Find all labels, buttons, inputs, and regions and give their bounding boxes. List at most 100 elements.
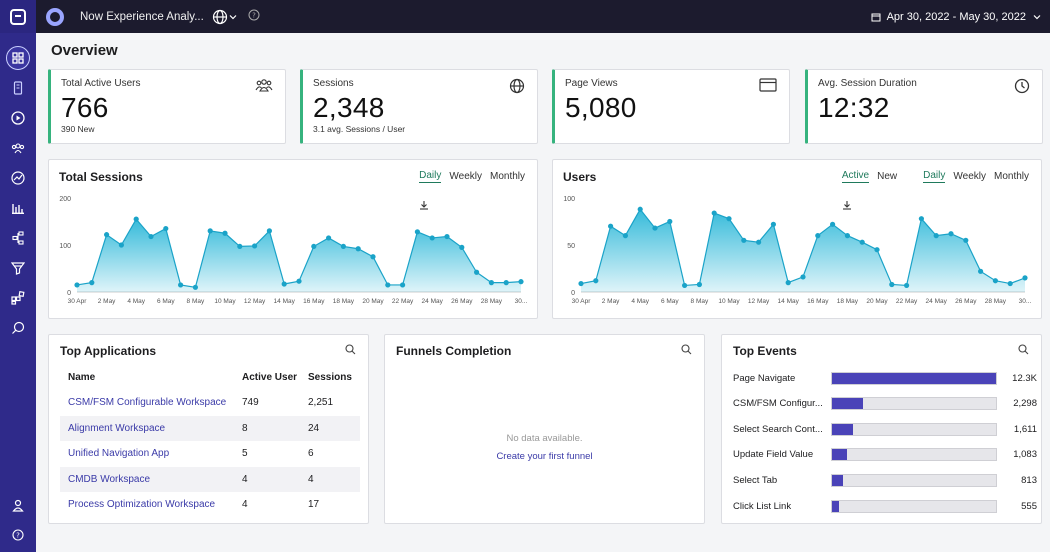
data-point[interactable] (667, 218, 673, 225)
data-point[interactable] (400, 282, 406, 288)
data-point[interactable] (459, 244, 465, 250)
kpi-page-views[interactable]: Page Views 5,080 (552, 69, 790, 144)
nav-profile[interactable] (0, 490, 36, 520)
brand-logo[interactable] (0, 0, 36, 33)
table-row[interactable]: Unified Navigation App 5 6 (60, 441, 360, 467)
column-header[interactable]: Active User (242, 372, 298, 383)
data-point[interactable] (918, 216, 924, 222)
data-point[interactable] (593, 278, 599, 284)
toggle-daily[interactable]: Daily (923, 170, 946, 183)
search-icon[interactable] (681, 344, 692, 355)
data-point[interactable] (148, 233, 154, 240)
app-name-link[interactable]: Alignment Workspace (60, 415, 240, 441)
toggle-new[interactable]: New (877, 171, 898, 182)
data-point[interactable] (652, 225, 658, 231)
data-point[interactable] (696, 281, 702, 288)
data-point[interactable] (874, 247, 880, 253)
data-point[interactable] (296, 278, 302, 284)
create-funnel-link[interactable]: Create your first funnel (496, 451, 593, 462)
data-point[interactable] (118, 242, 124, 248)
date-range-picker[interactable]: Apr 30, 2022 - May 30, 2022 (871, 11, 1042, 23)
data-point[interactable] (518, 279, 524, 285)
nav-users[interactable] (0, 133, 36, 163)
data-point[interactable] (1022, 275, 1028, 281)
nav-reports[interactable] (0, 193, 36, 223)
download-icon[interactable] (419, 200, 429, 210)
toggle-daily[interactable]: Daily (419, 170, 442, 183)
data-point[interactable] (844, 233, 850, 239)
data-point[interactable] (104, 232, 110, 238)
data-point[interactable] (237, 243, 243, 250)
app-title[interactable]: Now Experience Analy... (80, 10, 204, 23)
nav-paths[interactable] (0, 223, 36, 253)
data-point[interactable] (608, 223, 614, 229)
data-point[interactable] (889, 281, 895, 288)
data-point[interactable] (770, 221, 776, 227)
nav-apps[interactable] (0, 283, 36, 313)
kpi-sessions[interactable]: Sessions 2,348 3.1 avg. Sessions / User (300, 69, 538, 144)
data-point[interactable] (948, 231, 954, 237)
data-point[interactable] (503, 280, 509, 286)
app-name-link[interactable]: Unified Navigation App (68, 448, 170, 460)
toggle-weekly[interactable]: Weekly (449, 171, 482, 182)
data-point[interactable] (488, 280, 494, 286)
kpi-total-active-users[interactable]: Total Active Users 766 390 New (48, 69, 286, 144)
data-point[interactable] (785, 280, 791, 286)
table-row[interactable]: CSM/FSM Configurable Workspace 749 2,251 (60, 390, 360, 416)
data-point[interactable] (163, 225, 169, 232)
data-point[interactable] (741, 237, 747, 243)
nav-engagement[interactable] (0, 163, 36, 193)
data-point[interactable] (904, 282, 910, 289)
kpi-avg-session-duration[interactable]: Avg. Session Duration 12:32 (805, 69, 1043, 144)
help-button[interactable]: ? (248, 8, 260, 26)
data-point[interactable] (370, 254, 376, 260)
data-point[interactable] (414, 229, 420, 235)
data-point[interactable] (859, 239, 865, 245)
data-point[interactable] (1007, 280, 1013, 287)
nav-help[interactable]: ? (0, 520, 36, 550)
app-name-link[interactable]: CSM/FSM Configurable Workspace (68, 397, 227, 409)
event-row[interactable]: Update Field Value 1,083 (733, 448, 1043, 462)
data-point[interactable] (178, 282, 184, 288)
data-point[interactable] (192, 284, 198, 290)
toggle-active[interactable]: Active (841, 170, 870, 183)
data-point[interactable] (222, 230, 228, 236)
column-header[interactable]: Sessions (308, 372, 352, 383)
data-point[interactable] (622, 233, 628, 239)
data-point[interactable] (978, 268, 984, 274)
app-name-link[interactable]: CMDB Workspace (60, 466, 240, 492)
nav-search[interactable] (0, 313, 36, 343)
toggle-monthly[interactable]: Monthly (489, 171, 525, 182)
data-point[interactable] (474, 269, 480, 275)
data-point[interactable] (711, 210, 717, 216)
data-point[interactable] (207, 228, 213, 234)
event-row[interactable]: Page Navigate 12.3K (733, 371, 1043, 385)
data-point[interactable] (385, 282, 391, 288)
event-row[interactable]: Select Tab 813 (733, 473, 1043, 487)
data-point[interactable] (444, 233, 450, 240)
search-icon[interactable] (1018, 344, 1029, 355)
nav-sessions[interactable] (0, 103, 36, 133)
toggle-monthly[interactable]: Monthly (993, 171, 1029, 182)
nav-mobile[interactable] (0, 73, 36, 103)
language-selector[interactable] (212, 9, 238, 25)
data-point[interactable] (355, 246, 361, 252)
table-row[interactable]: Alignment Workspace 8 24 (60, 415, 360, 441)
data-point[interactable] (830, 221, 836, 227)
data-point[interactable] (89, 280, 95, 286)
data-point[interactable] (578, 280, 584, 287)
search-icon[interactable] (345, 344, 356, 355)
download-icon[interactable] (842, 200, 852, 210)
data-point[interactable] (326, 235, 332, 241)
data-point[interactable] (266, 228, 272, 234)
app-name-link[interactable]: Process Optimization Workspace (68, 499, 216, 511)
data-point[interactable] (281, 281, 287, 287)
event-row[interactable]: Click List Link 555 (733, 499, 1043, 513)
data-point[interactable] (992, 278, 998, 284)
data-point[interactable] (252, 243, 258, 249)
data-point[interactable] (963, 237, 969, 243)
data-point[interactable] (756, 239, 762, 245)
data-point[interactable] (340, 243, 346, 250)
table-row[interactable]: Process Optimization Workspace 4 17 (60, 492, 360, 518)
data-point[interactable] (682, 282, 688, 289)
